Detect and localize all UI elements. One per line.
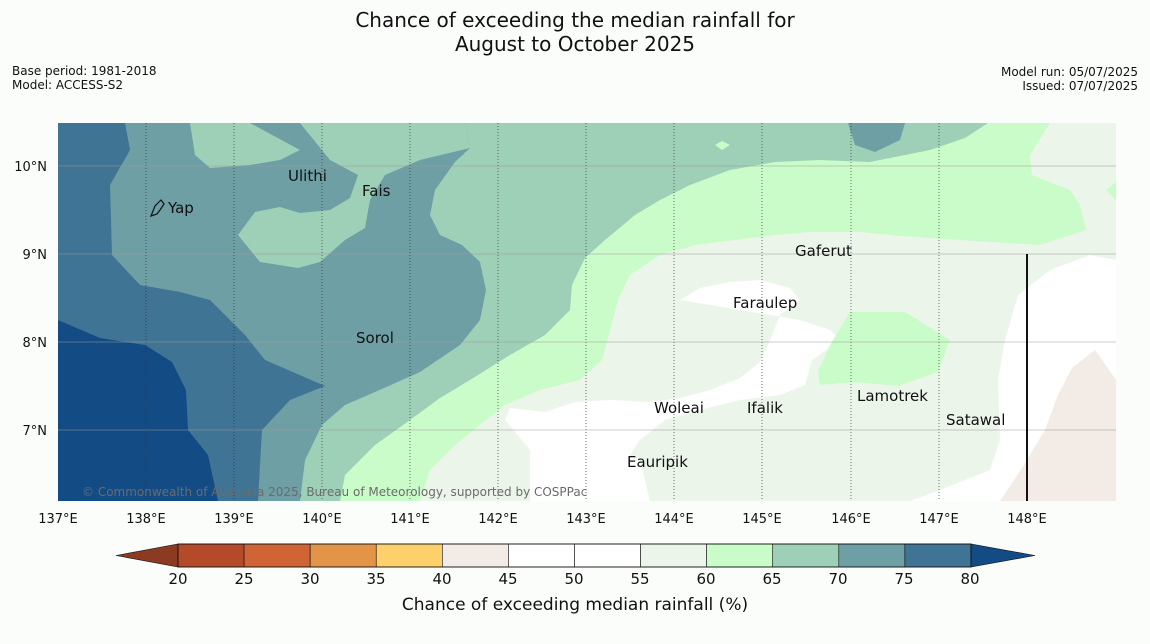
region-70-75-ne [848,123,905,152]
colorbar-tick: 20 [168,570,187,588]
colorbar-bin-c30_35 [309,543,377,568]
colorbar-tick: 35 [366,570,385,588]
colorbar-tick: 45 [498,570,517,588]
lon-tick: 147°E [919,512,959,527]
lon-tick: 140°E [302,512,342,527]
colorbar-tick: 65 [762,570,781,588]
yap-island [149,199,165,217]
title-line-2: August to October 2025 [454,32,696,56]
place-fais: Fais [362,182,391,200]
colorbar-bin-c75_80 [904,543,972,568]
lat-axis: 10°N 9°N 8°N 7°N [14,160,47,439]
colorbar-boxes [177,543,972,568]
lon-tick: 138°E [126,512,166,527]
region-65-70-north [238,123,470,268]
colorbar-tick: 60 [696,570,715,588]
meta-right: Model run: 05/07/2025 Issued: 07/07/2025 [1001,65,1138,93]
lon-axis: 137°E 138°E 139°E 140°E 141°E 142°E 143°… [38,512,1047,527]
colorbar-bin-c55_60 [640,543,707,568]
place-sorol: Sorol [356,329,394,347]
colorbar-bin-c65_70 [772,543,840,568]
lon-tick: 148°E [1007,512,1047,527]
region-60-65-dot [715,141,730,150]
colorbar-bin-c20_25 [177,543,245,568]
lon-tick: 142°E [478,512,518,527]
region-45-55-south [530,448,650,501]
colorbar-extend-high [970,543,1036,568]
place-ifalik: Ifalik [747,399,783,417]
place-woleai: Woleai [654,399,704,417]
region-60-65-edge [1106,182,1116,200]
lon-tick: 146°E [831,512,871,527]
colorbar-bin-c35_40 [375,543,443,568]
issued-date: Issued: 07/07/2025 [1022,79,1138,93]
graticule [58,123,1116,501]
region-40-45 [1000,350,1116,501]
lat-tick: 7°N [23,424,48,439]
base-period: Base period: 1981-2018 [12,64,157,78]
lon-tick: 145°E [742,512,782,527]
place-faraulep: Faraulep [733,294,797,312]
colorbar-tick: 55 [630,570,649,588]
region-above-80 [58,320,218,501]
lon-tick: 139°E [214,512,254,527]
place-gaferut: Gaferut [795,242,852,260]
colorbar-bin-c60_65 [706,543,774,568]
colorbar: 20 25 30 35 40 45 50 55 60 65 70 75 80 C… [115,543,1036,615]
place-satawal: Satawal [946,411,1005,429]
lon-tick: 144°E [654,512,694,527]
colorbar-bin-c25_30 [243,543,311,568]
colorbar-tick: 50 [564,570,583,588]
title-line-1: Chance of exceeding the median rainfall … [355,8,795,32]
lat-tick: 10°N [14,160,47,175]
colorbar-bin-c45_50 [508,543,575,568]
lon-tick: 137°E [38,512,78,527]
place-lamotrek: Lamotrek [857,387,928,405]
map-title: Chance of exceeding the median rainfall … [0,8,1150,56]
lon-tick: 143°E [566,512,606,527]
colorbar-tick: 80 [960,570,979,588]
colorbar-label: Chance of exceeding median rainfall (%) [402,595,748,615]
lat-tick: 9°N [23,248,48,263]
colorbar-tick: 25 [234,570,253,588]
map-area: © Commonwealth of Australia 2025, Bureau… [58,123,1116,501]
place-labels: Yap Ulithi Fais Sorol Gaferut Faraulep W… [167,167,1005,471]
colorbar-bin-c40_45 [442,543,509,568]
region-65-70-nw [190,123,300,168]
model-name: Model: ACCESS-S2 [12,78,124,92]
colorbar-tick: 75 [894,570,913,588]
colorbar-tick: 40 [432,570,451,588]
place-eauripik: Eauripik [627,453,688,471]
colorbar-ticks: 20 25 30 35 40 45 50 55 60 65 70 75 80 [168,570,979,588]
place-ulithi: Ulithi [288,167,327,185]
colorbar-extend-low [115,543,179,568]
colorbar-tick: 70 [828,570,847,588]
colorbar-frame [177,543,972,568]
meta-left: Base period: 1981-2018 Model: ACCESS-S2 [12,64,157,92]
model-run: Model run: 05/07/2025 [1000,65,1138,79]
colorbar-bin-c50_55 [574,543,641,568]
lon-tick: 141°E [390,512,430,527]
lat-tick: 8°N [23,336,48,351]
place-yap: Yap [167,199,194,217]
colorbar-tick: 30 [300,570,319,588]
copyright-text: © Commonwealth of Australia 2025, Bureau… [82,485,587,499]
colorbar-bin-c70_75 [838,543,906,568]
